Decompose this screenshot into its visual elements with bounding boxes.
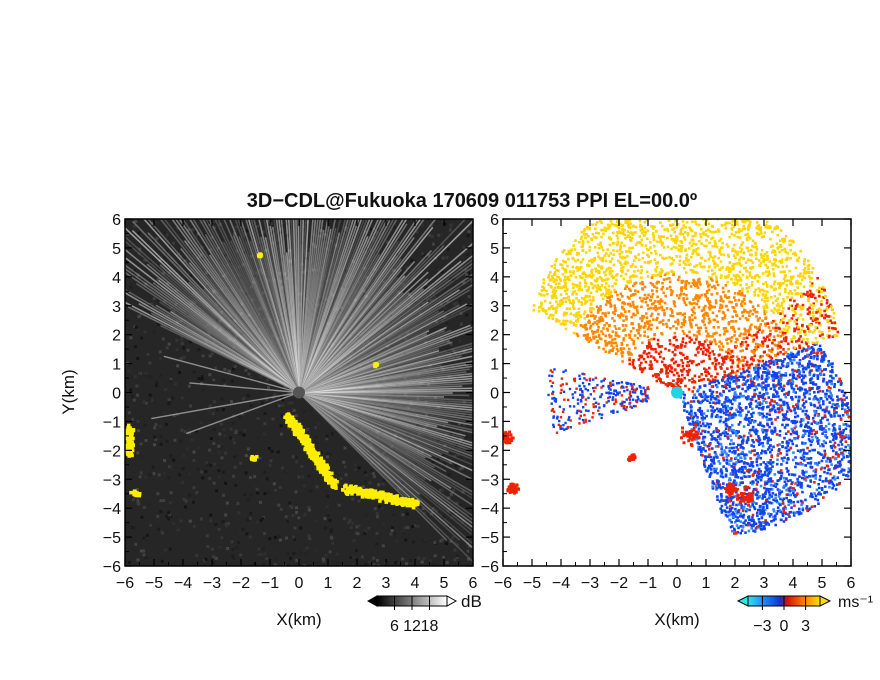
y-tick-label: −2: [481, 443, 499, 460]
y-tick-label: 0: [490, 386, 499, 403]
x-tick-label: 5: [818, 575, 827, 592]
x-tick-label: −2: [610, 575, 628, 592]
x-tick-label: 3: [382, 575, 391, 592]
y-tick-label: 2: [490, 328, 499, 345]
y-tick-label: −6: [481, 559, 499, 576]
snr-colorbar: 6 12 18 dB: [366, 592, 482, 635]
velocity-x-axis-label: X(km): [654, 610, 699, 629]
snr-echo-sector: [125, 219, 473, 563]
velocity-colorbar-unit: ms⁻¹: [838, 594, 873, 611]
snr-x-axis-label: X(km): [276, 610, 321, 629]
y-tick-label: 4: [490, 270, 499, 287]
colorbar-tick-label: 6: [390, 618, 399, 635]
snr-colorbar-high-arrow: [446, 595, 458, 607]
x-tick-label: −3: [203, 575, 221, 592]
x-tick-label: 0: [673, 575, 682, 592]
y-tick-label: −4: [481, 501, 499, 518]
colorbar-tick-label: 12: [403, 618, 421, 635]
snr-colorbar-unit: dB: [461, 592, 482, 611]
colorbar-tick-label: 3: [801, 618, 810, 635]
x-tick-label: −5: [145, 575, 163, 592]
velocity-colorbar-ticks: −3 0 3: [753, 596, 810, 635]
y-tick-label: 5: [112, 241, 121, 258]
velocity-radar-site-marker: [671, 386, 683, 399]
y-tick-label: −6: [103, 559, 121, 576]
colorbar-tick-label: 18: [421, 618, 439, 635]
x-tick-label: −5: [523, 575, 541, 592]
y-tick-label: 6: [112, 212, 121, 229]
x-tick-label: −4: [174, 575, 192, 592]
velocity-colorbar-high-arrow: [819, 595, 832, 607]
x-tick-label: −6: [116, 575, 134, 592]
x-tick-label: 4: [789, 575, 798, 592]
y-tick-label: −3: [481, 472, 499, 489]
snr-y-axis-label: Y(km): [59, 369, 78, 414]
y-tick-label: 3: [490, 299, 499, 316]
velocity-axes: −6 −5 −4 −3 −2 −1 0 1 2 3 4 5 6 −6 −5 −4 −3 −2 −1 0 1 2 3 4 5 6: [481, 212, 856, 592]
x-tick-label: −6: [494, 575, 512, 592]
x-tick-label: 2: [731, 575, 740, 592]
x-tick-label: −1: [261, 575, 279, 592]
y-tick-label: −5: [481, 530, 499, 547]
snr-colorbar-ticks: 6 12 18: [390, 596, 439, 635]
y-tick-label: −1: [481, 414, 499, 431]
x-tick-label: 4: [411, 575, 420, 592]
y-tick-label: −3: [103, 472, 121, 489]
x-tick-label: −4: [552, 575, 570, 592]
x-tick-label: −1: [639, 575, 657, 592]
x-tick-label: 5: [440, 575, 449, 592]
x-tick-label: 6: [469, 575, 478, 592]
x-tick-label: 1: [324, 575, 333, 592]
y-tick-label: −1: [103, 414, 121, 431]
velocity-field: [503, 219, 851, 535]
y-tick-label: 5: [490, 241, 499, 258]
snr-axes: −6 −5 −4 −3 −2 −1 0 1 2 3 4 5 6 −6 −5 −4 −3 −2 −1 0 1 2 3 4 5 6: [103, 212, 478, 592]
y-tick-label: 6: [490, 212, 499, 229]
x-tick-label: −2: [232, 575, 250, 592]
radar-site-marker: [293, 386, 305, 399]
x-tick-label: 6: [847, 575, 856, 592]
colorbar-tick-label: −3: [753, 618, 771, 635]
velocity-colorbar: −3 0 3 ms⁻¹: [736, 594, 873, 635]
y-tick-label: 2: [112, 328, 121, 345]
snr-colorbar-low-arrow: [366, 595, 378, 607]
y-tick-label: 4: [112, 270, 121, 287]
x-tick-label: 1: [702, 575, 711, 592]
y-tick-label: −2: [103, 443, 121, 460]
y-tick-label: 1: [112, 357, 121, 374]
snr-strong-echo: [125, 252, 420, 510]
y-tick-label: −4: [103, 501, 121, 518]
colorbar-tick-label: 0: [780, 618, 789, 635]
figure-title: 3D−CDL@Fukuoka 170609 011753 PPI EL=00.0…: [247, 190, 697, 212]
y-tick-label: 0: [112, 386, 121, 403]
x-tick-label: 0: [295, 575, 304, 592]
y-tick-label: 1: [490, 357, 499, 374]
y-tick-label: 3: [112, 299, 121, 316]
x-tick-label: 2: [353, 575, 362, 592]
x-tick-label: −3: [581, 575, 599, 592]
velocity-panel: −6 −5 −4 −3 −2 −1 0 1 2 3 4 5 6 −6 −5 −4 −3 −2 −1 0 1 2 3 4 5 6 X…: [481, 212, 873, 635]
x-tick-label: 3: [760, 575, 769, 592]
y-tick-label: −5: [103, 530, 121, 547]
velocity-colorbar-low-arrow: [736, 595, 749, 607]
